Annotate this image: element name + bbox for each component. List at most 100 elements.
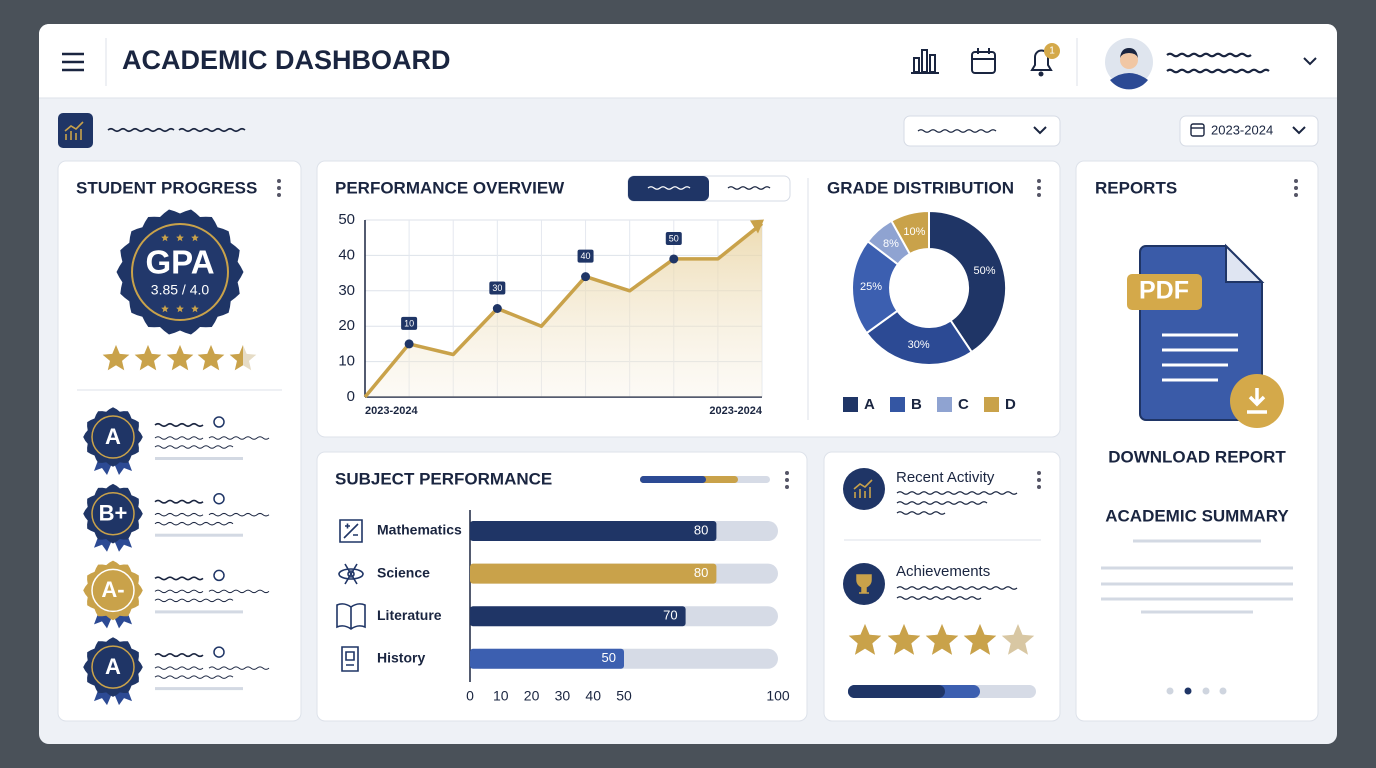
value-label: 50 bbox=[602, 650, 616, 665]
placeholder-text bbox=[178, 127, 246, 133]
placeholder-text bbox=[896, 491, 1018, 495]
star bbox=[963, 624, 997, 655]
menu-dot bbox=[1294, 179, 1298, 183]
download-button[interactable]: DOWNLOAD REPORT bbox=[1108, 447, 1286, 466]
bar bbox=[470, 521, 717, 541]
menu-dot bbox=[785, 478, 789, 482]
grade-ring bbox=[91, 645, 135, 689]
award-icon bbox=[213, 416, 225, 428]
placeholder-line bbox=[155, 533, 243, 537]
placeholder-text bbox=[647, 186, 691, 190]
menu-dot bbox=[1294, 193, 1298, 197]
subject-icon bbox=[341, 646, 359, 672]
placeholder-text bbox=[154, 666, 204, 670]
value-label: 80 bbox=[694, 565, 708, 580]
menu-dot bbox=[1294, 186, 1298, 190]
notification-badge: 1 bbox=[1049, 46, 1055, 57]
toggle-active[interactable] bbox=[628, 176, 709, 201]
subject-icon bbox=[339, 519, 363, 543]
placeholder-text bbox=[154, 653, 204, 658]
gpa-value: 3.85 / 4.0 bbox=[151, 282, 210, 298]
placeholder-text bbox=[896, 501, 988, 505]
menu-button[interactable] bbox=[62, 52, 84, 72]
slice bbox=[865, 309, 974, 366]
placeholder-text bbox=[154, 445, 234, 449]
x-tick-label: 2023-2024 bbox=[365, 405, 418, 417]
placeholder-text bbox=[208, 512, 270, 517]
callout bbox=[577, 249, 594, 263]
placeholder-line bbox=[155, 610, 243, 614]
category-label: Mathematics bbox=[377, 522, 462, 538]
placeholder-text bbox=[727, 186, 771, 190]
placeholder-text bbox=[896, 586, 1018, 590]
slice-label: 30% bbox=[908, 339, 930, 351]
callout-label: 50 bbox=[669, 233, 679, 243]
x-tick-label: 50 bbox=[616, 688, 632, 704]
placeholder-text bbox=[1166, 52, 1252, 58]
placeholder-text bbox=[208, 436, 270, 440]
placeholder-text bbox=[896, 511, 946, 515]
menu-dot bbox=[1037, 179, 1041, 183]
callout bbox=[401, 316, 418, 330]
activity-glyph bbox=[853, 479, 873, 498]
section-icon-glyph bbox=[64, 121, 84, 140]
pdf-document[interactable]: PDF bbox=[1127, 243, 1284, 428]
arrow-head bbox=[750, 219, 764, 234]
award-icon bbox=[213, 646, 225, 658]
callout-label: 10 bbox=[404, 318, 414, 328]
stats-icon[interactable] bbox=[911, 49, 939, 74]
value-label: 70 bbox=[663, 608, 677, 623]
pager[interactable] bbox=[1166, 687, 1227, 695]
activity-icon bbox=[843, 468, 885, 510]
notifications[interactable]: 1 bbox=[1030, 43, 1060, 77]
badge-star bbox=[176, 305, 184, 313]
calendar-icon[interactable] bbox=[971, 48, 996, 74]
year-dropdown[interactable] bbox=[1179, 115, 1319, 147]
x-tick-label: 2023-2024 bbox=[709, 405, 762, 417]
card-title: PERFORMANCE OVERVIEW bbox=[335, 178, 565, 197]
menu-dot bbox=[277, 179, 281, 183]
mini-progress bbox=[640, 476, 770, 483]
summary-lines bbox=[1101, 539, 1293, 614]
placeholder-text bbox=[896, 596, 982, 600]
x-tick-label: 100 bbox=[766, 688, 790, 704]
calendar-icon bbox=[1190, 123, 1205, 137]
grade-ring bbox=[91, 568, 135, 613]
menu-dot bbox=[1037, 186, 1041, 190]
placeholder-line bbox=[155, 687, 243, 691]
y-tick-label: 50 bbox=[338, 211, 355, 228]
placeholder-text bbox=[154, 589, 204, 594]
slice-label: 8% bbox=[883, 238, 899, 250]
slice-label: 25% bbox=[860, 281, 882, 293]
menu-dot bbox=[1037, 485, 1041, 489]
x-tick-label: 10 bbox=[493, 688, 509, 704]
placeholder-text bbox=[154, 436, 204, 440]
placeholder-text bbox=[154, 512, 204, 517]
area bbox=[365, 223, 762, 397]
legend-label: C bbox=[958, 396, 969, 413]
filter-dropdown[interactable] bbox=[903, 115, 1061, 147]
category-label: Science bbox=[377, 564, 430, 580]
legend-swatch bbox=[890, 397, 905, 412]
legend-swatch bbox=[843, 397, 858, 412]
chevron bbox=[1033, 126, 1047, 135]
card-title: GRADE DISTRIBUTION bbox=[827, 178, 1014, 197]
badge-star bbox=[176, 234, 184, 242]
y-tick-label: 20 bbox=[338, 317, 355, 334]
point bbox=[492, 304, 502, 313]
value-label: 80 bbox=[694, 522, 708, 537]
avatar[interactable] bbox=[1105, 38, 1153, 90]
legend-swatch bbox=[937, 397, 952, 412]
menu-dot bbox=[785, 485, 789, 489]
subject-icon bbox=[336, 603, 366, 630]
star bbox=[134, 345, 162, 371]
point bbox=[669, 254, 679, 264]
legend-swatch bbox=[984, 397, 999, 412]
bar bbox=[470, 648, 624, 669]
account-dropdown[interactable] bbox=[1303, 57, 1317, 66]
x-tick-label: 40 bbox=[585, 688, 601, 704]
grade-ring bbox=[91, 491, 135, 536]
summary-title: ACADEMIC SUMMARY bbox=[1105, 506, 1289, 525]
x-tick-label: 0 bbox=[466, 688, 474, 704]
